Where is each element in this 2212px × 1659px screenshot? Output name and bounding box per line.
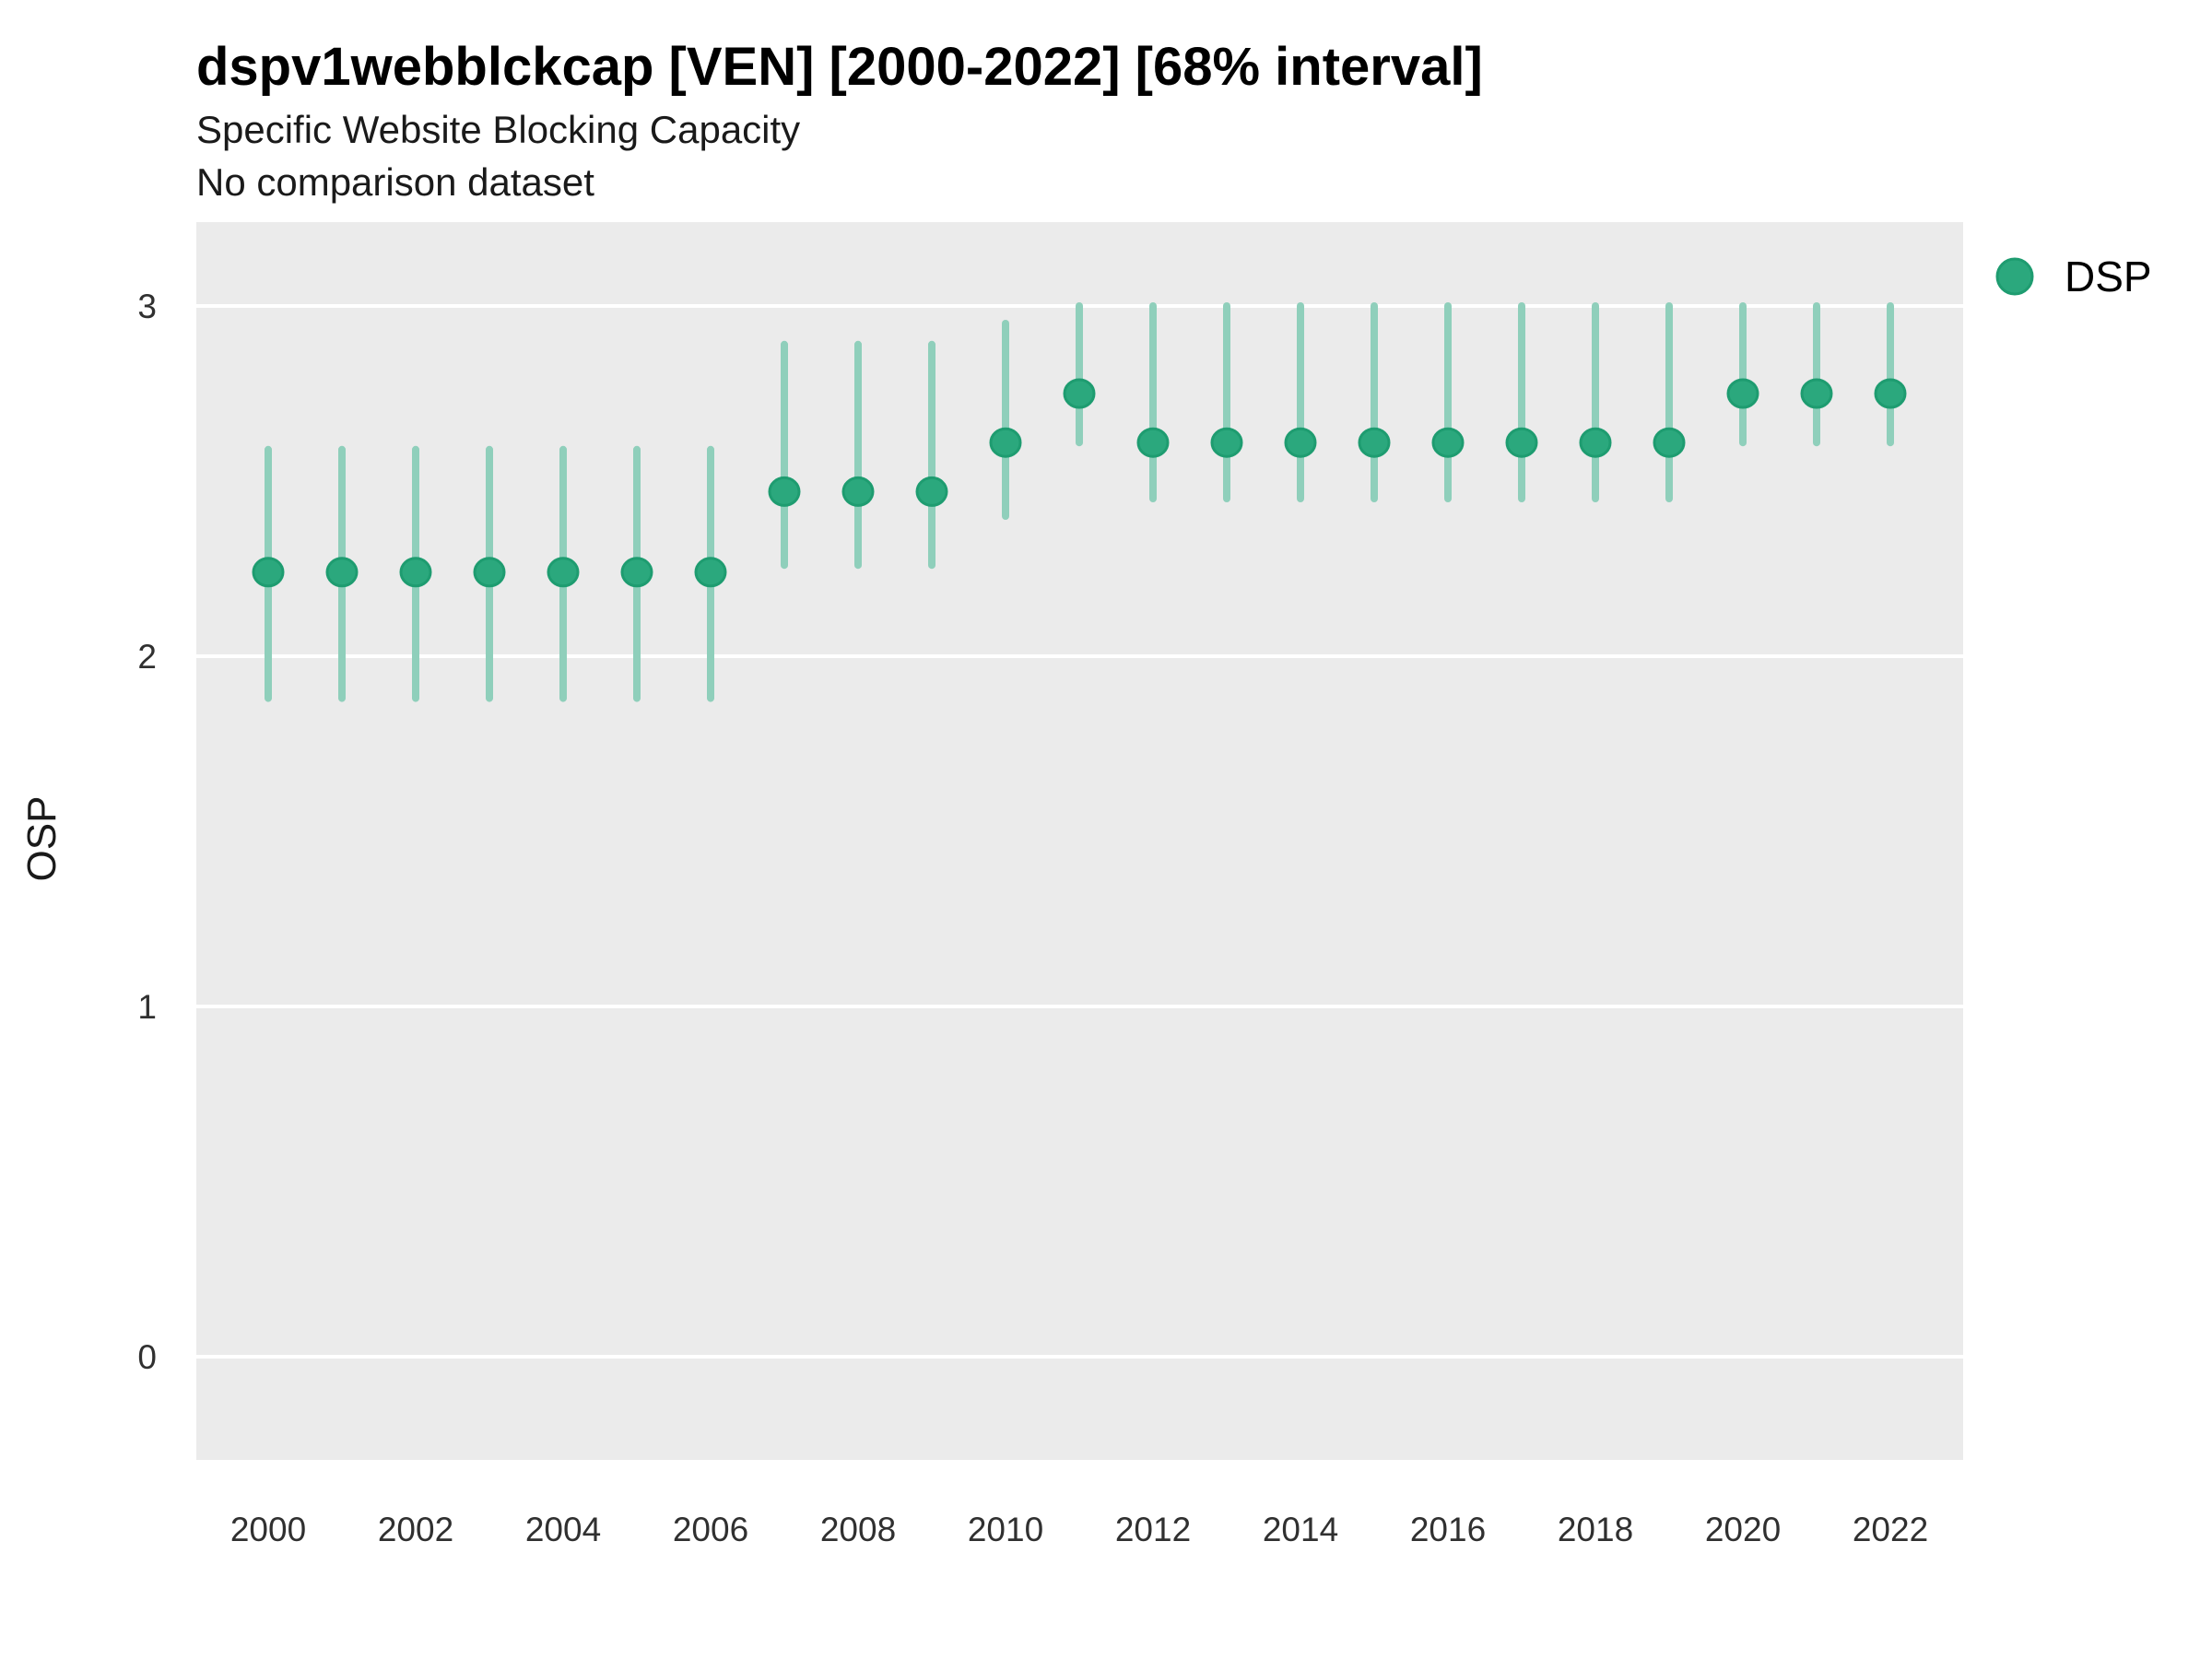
data-point-2022 [1874,378,1907,409]
pointrange-2003 [473,445,506,702]
data-point-2011 [1063,378,1096,409]
x-tick-label-2004: 2004 [525,1511,601,1548]
data-point-2016 [1431,427,1465,458]
data-marks [252,302,1907,702]
y-tick-label-0: 0 [137,1338,157,1376]
data-point-2007 [768,476,801,507]
data-point-2014 [1284,427,1317,458]
x-tick-label-2014: 2014 [1263,1511,1338,1548]
legend-dsp-circle-icon [1995,257,2034,296]
pointrange-2010 [989,320,1022,520]
pointrange-2009 [915,340,948,570]
x-tick-label-2008: 2008 [820,1511,896,1548]
x-tick-label-2018: 2018 [1558,1511,1633,1548]
x-tick-label-2010: 2010 [968,1511,1043,1548]
y-axis-tick-labels: 0 1 2 3 [137,288,157,1376]
pointrange-2018 [1579,302,1612,502]
pointrange-2006 [694,445,727,702]
pointrange-2022 [1874,302,1907,447]
pointrange-2020 [1726,302,1759,447]
y-tick-label-3: 3 [137,288,157,325]
pointrange-2007 [768,340,801,570]
x-tick-label-2006: 2006 [673,1511,748,1548]
data-point-2002 [399,557,432,588]
y-tick-label-2: 2 [137,638,157,676]
y-axis-title: OSP [19,796,65,882]
x-tick-label-2002: 2002 [378,1511,453,1548]
data-point-2019 [1653,427,1686,458]
data-point-2020 [1726,378,1759,409]
pointrange-2016 [1431,302,1465,502]
data-point-2006 [694,557,727,588]
data-point-2010 [989,427,1022,458]
data-point-2012 [1136,427,1170,458]
chart-subtitle: Specific Website Blocking Capacity [196,108,800,151]
x-tick-label-2020: 2020 [1705,1511,1781,1548]
data-point-2017 [1505,427,1538,458]
pointrange-2012 [1136,302,1170,502]
data-point-2015 [1358,427,1391,458]
data-point-2003 [473,557,506,588]
x-tick-label-2000: 2000 [230,1511,306,1548]
data-point-2013 [1210,427,1243,458]
y-tick-label-1: 1 [137,988,157,1026]
x-tick-label-2012: 2012 [1115,1511,1191,1548]
data-point-2000 [252,557,285,588]
x-tick-label-2022: 2022 [1853,1511,1928,1548]
pointrange-2011 [1063,302,1096,447]
pointrange-2017 [1505,302,1538,502]
pointrange-2002 [399,445,432,702]
data-point-2005 [620,557,653,588]
pointrange-2015 [1358,302,1391,502]
chart-title: dspv1webblckcap [VEN] [2000-2022] [68% i… [196,37,1483,97]
data-point-2018 [1579,427,1612,458]
chart-comparison-note: No comparison dataset [196,160,594,204]
x-axis-tick-labels: 2000 2002 2004 2006 2008 2010 2012 2014 2016 2018… [230,1511,1928,1548]
pointrange-2001 [325,445,359,702]
data-point-2021 [1800,378,1833,409]
data-point-2001 [325,557,359,588]
pointrange-2004 [547,445,580,702]
pointrange-2005 [620,445,653,702]
legend: DSP [1995,253,2152,300]
data-point-2008 [841,476,875,507]
data-point-2009 [915,476,948,507]
x-tick-label-2016: 2016 [1410,1511,1486,1548]
pointrange-2019 [1653,302,1686,502]
pointrange-2021 [1800,302,1833,447]
pointrange-2013 [1210,302,1243,502]
pointrange-2000 [252,445,285,702]
pointrange-2008 [841,340,875,570]
data-point-2004 [547,557,580,588]
legend-dsp-label: DSP [2065,253,2152,300]
pointrange-2014 [1284,302,1317,502]
